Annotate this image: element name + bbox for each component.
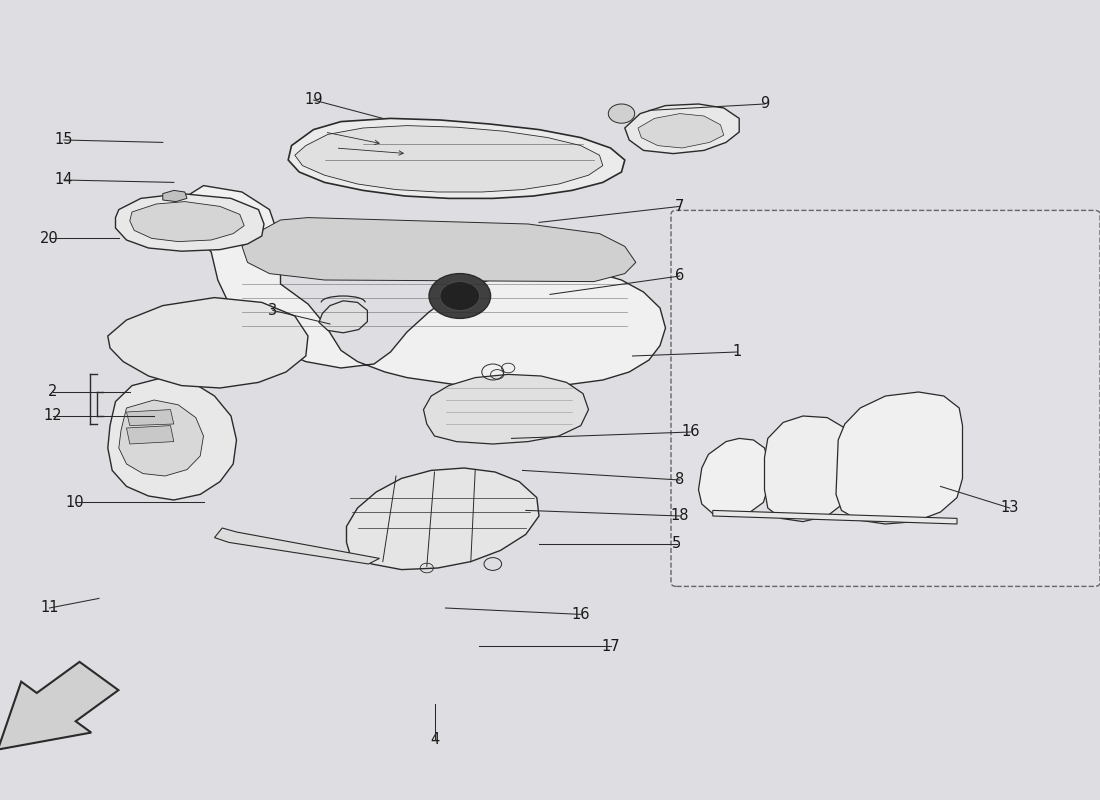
Polygon shape [108,378,236,500]
Text: 19: 19 [305,93,322,107]
Polygon shape [764,416,849,522]
Polygon shape [625,104,739,154]
Polygon shape [130,202,244,242]
Text: 7: 7 [675,199,684,214]
Circle shape [429,274,491,318]
Polygon shape [288,118,625,198]
Circle shape [440,282,480,310]
Text: 17: 17 [602,639,619,654]
Polygon shape [424,374,588,444]
Text: 11: 11 [41,601,58,615]
Text: 20: 20 [40,231,59,246]
Polygon shape [638,114,724,148]
Text: 9: 9 [760,97,769,111]
Polygon shape [242,218,636,282]
Polygon shape [126,426,174,444]
Polygon shape [119,400,204,476]
Text: 18: 18 [671,509,689,523]
Polygon shape [698,438,768,516]
Text: 2: 2 [48,385,57,399]
Polygon shape [214,528,380,564]
Polygon shape [116,194,264,251]
Text: 10: 10 [66,495,84,510]
Polygon shape [346,468,539,570]
Text: 15: 15 [55,133,73,147]
Polygon shape [0,662,119,750]
Text: 6: 6 [675,269,684,283]
Polygon shape [319,301,367,333]
Text: 16: 16 [572,607,590,622]
Circle shape [608,104,635,123]
Polygon shape [836,392,962,524]
Text: 1: 1 [733,345,741,359]
Polygon shape [126,410,174,426]
Text: 8: 8 [675,473,684,487]
Polygon shape [713,510,957,524]
Polygon shape [295,126,603,192]
Polygon shape [163,190,187,202]
Text: 13: 13 [1001,501,1019,515]
Polygon shape [108,298,308,388]
Polygon shape [163,186,665,388]
Text: 3: 3 [268,303,277,318]
Text: 4: 4 [430,733,439,747]
Text: 12: 12 [44,409,62,423]
Text: 16: 16 [682,425,700,439]
FancyBboxPatch shape [671,210,1100,586]
Text: 5: 5 [672,537,681,551]
Text: 14: 14 [55,173,73,187]
